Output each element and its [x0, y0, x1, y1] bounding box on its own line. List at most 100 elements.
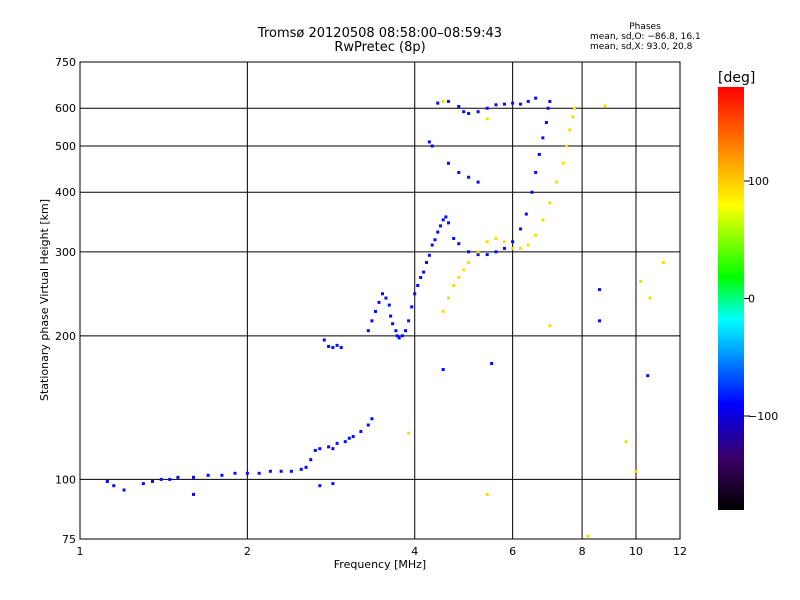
o-mode-point — [391, 322, 395, 326]
o-mode-point — [541, 136, 545, 140]
o-mode-point — [476, 180, 480, 184]
o-mode-point — [206, 473, 210, 477]
chart-title: Tromsø 20120508 08:58:00–08:59:43 — [257, 26, 503, 41]
x-mode-point — [661, 260, 665, 264]
o-mode-point — [343, 440, 347, 444]
x-mode-point — [511, 246, 515, 250]
x-mode-point — [494, 236, 498, 240]
x-mode-point — [571, 115, 575, 119]
o-mode-point — [141, 482, 145, 486]
x-mode-point — [441, 309, 445, 313]
o-mode-point — [419, 276, 423, 280]
o-mode-point — [313, 448, 317, 452]
o-mode-point — [407, 319, 411, 323]
o-mode-point — [279, 469, 283, 473]
o-mode-point — [191, 492, 195, 496]
y-axis-label: Stationary phase Virtual Height [km] — [38, 199, 51, 401]
o-mode-point — [322, 338, 326, 342]
phase-info-o-mode: mean, sd,O: −86.8, 16.1 — [590, 32, 701, 42]
o-mode-point — [446, 99, 450, 103]
o-mode-point — [446, 221, 450, 225]
o-mode-point — [427, 140, 431, 144]
o-mode-point — [524, 212, 528, 216]
o-mode-point — [347, 436, 351, 440]
o-mode-point — [436, 230, 440, 234]
x-mode-point — [548, 201, 552, 205]
o-mode-point — [548, 99, 552, 103]
y-tick-label: 750 — [55, 56, 76, 69]
o-mode-point — [289, 469, 293, 473]
x-mode-point — [572, 106, 576, 110]
o-mode-point — [457, 242, 461, 246]
x-mode-point — [441, 99, 445, 103]
o-mode-point — [304, 465, 308, 469]
x-tick-label: 10 — [629, 545, 643, 558]
y-tick-label: 200 — [55, 330, 76, 343]
o-mode-point — [400, 334, 404, 338]
x-tick-label: 2 — [244, 545, 251, 558]
o-mode-point — [485, 253, 489, 257]
o-mode-point — [438, 224, 442, 228]
o-mode-point — [233, 471, 237, 475]
o-mode-point — [430, 144, 434, 148]
x-mode-point — [446, 296, 450, 300]
x-tick-label: 8 — [579, 545, 586, 558]
o-mode-point — [526, 99, 530, 103]
x-mode-point — [639, 279, 643, 283]
o-mode-point — [105, 479, 109, 483]
y-tick-label: 500 — [55, 140, 76, 153]
o-mode-point — [395, 334, 399, 338]
o-mode-point — [544, 121, 548, 125]
colorbar-tick-label: 100 — [748, 175, 769, 188]
o-mode-point — [366, 423, 370, 427]
o-mode-point — [318, 484, 322, 488]
o-mode-point — [494, 103, 498, 107]
o-mode-point — [441, 367, 445, 371]
o-mode-point — [370, 417, 374, 421]
x-mode-point — [485, 492, 489, 496]
o-mode-point — [370, 319, 374, 323]
y-tick-label: 75 — [62, 533, 76, 546]
o-mode-point — [159, 477, 163, 481]
o-mode-point — [410, 305, 414, 309]
x-mode-point — [462, 268, 466, 272]
o-mode-point — [168, 477, 172, 481]
o-mode-point — [646, 374, 650, 378]
colorbar-ticks: 100 0 −100 — [744, 175, 778, 423]
plot-frame — [79, 61, 681, 540]
colorbar-tick-label: −100 — [748, 410, 778, 423]
phase-info-box: Phases mean, sd,O: −86.8, 16.1 mean, sd,… — [590, 22, 701, 52]
o-mode-point — [331, 346, 335, 350]
colorbar — [718, 87, 744, 510]
o-mode-point — [150, 479, 154, 483]
x-mode-point — [526, 243, 530, 247]
o-mode-point — [457, 170, 461, 174]
y-tick-label: 400 — [55, 186, 76, 199]
o-mode-point — [444, 215, 448, 219]
o-mode-point — [446, 161, 450, 165]
o-mode-point — [502, 246, 506, 250]
x-mode-point — [467, 260, 471, 264]
o-mode-point — [351, 435, 355, 439]
o-mode-point — [112, 484, 116, 488]
o-mode-point — [327, 445, 331, 449]
o-mode-point — [339, 346, 343, 350]
o-mode-point — [380, 292, 384, 296]
o-mode-point — [546, 106, 550, 110]
o-mode-point — [441, 218, 445, 222]
o-mode-point — [335, 343, 339, 347]
x-mode-point — [485, 117, 489, 121]
o-mode-point — [331, 482, 335, 486]
o-mode-point — [397, 336, 401, 340]
x-mode-point — [555, 180, 559, 184]
o-mode-point — [436, 101, 440, 105]
o-mode-point — [530, 190, 534, 194]
x-mode-point — [624, 440, 628, 444]
o-mode-point — [318, 447, 322, 451]
x-mode-point — [634, 469, 638, 473]
o-mode-point — [413, 292, 417, 296]
x-axis-label: Frequency [MHz] — [334, 558, 426, 571]
x-mode-point — [648, 296, 652, 300]
